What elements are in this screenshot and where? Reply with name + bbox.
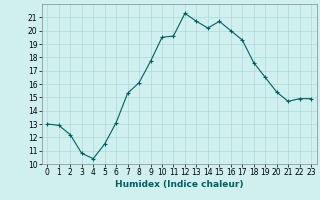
X-axis label: Humidex (Indice chaleur): Humidex (Indice chaleur) — [115, 180, 244, 189]
